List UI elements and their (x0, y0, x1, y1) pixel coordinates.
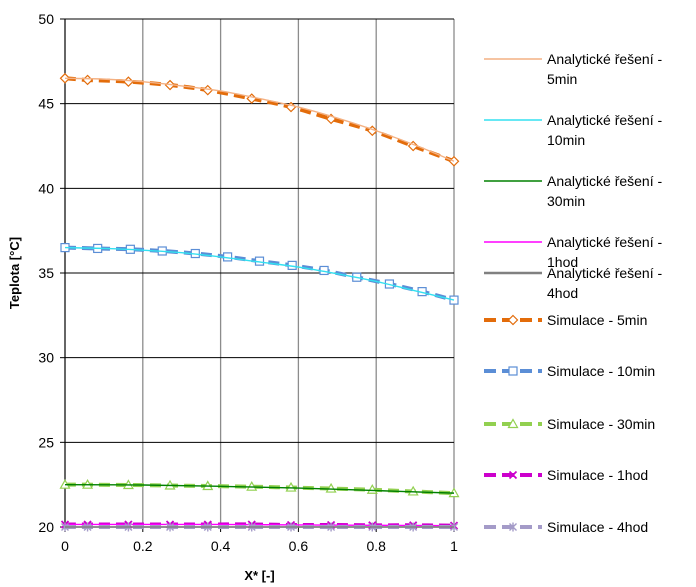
series-simulace-10min (60, 243, 459, 305)
y-tick-label: 50 (38, 11, 54, 27)
data-point (246, 93, 258, 104)
legend-item: Simulace - 30min (484, 416, 655, 432)
legend-label: Simulace - 10min (547, 363, 655, 379)
y-tick-label: 35 (38, 265, 54, 281)
x-tick-label: 0.8 (366, 538, 386, 554)
series-layer (59, 72, 460, 532)
data-point (123, 76, 134, 88)
y-tick-label: 40 (38, 180, 54, 196)
legend-item: Analytické řešení - 4hod (484, 265, 662, 301)
series-analyticke-reseni-5min (64, 77, 455, 162)
series-simulace-5min (59, 72, 460, 167)
y-axis-label: Teplota [°C] (7, 237, 22, 309)
series-analyticke-reseni-1hod (65, 523, 455, 527)
series-line (64, 76, 455, 164)
legend-item: Analytické řešení - 30min (484, 173, 662, 209)
plot-frame (60, 18, 455, 532)
legend-label: 1hod (547, 254, 578, 270)
legend-label: 4hod (547, 285, 578, 301)
series-analyticke-reseni-10min (64, 246, 455, 301)
data-point (246, 480, 258, 491)
legend-item: Simulace - 10min (484, 363, 655, 379)
legend-label: Simulace - 5min (547, 312, 647, 328)
legend-marker (508, 470, 518, 480)
legend-label: Simulace - 30min (547, 416, 655, 432)
legend-marker (507, 418, 519, 429)
legend-marker (507, 314, 519, 326)
x-tick-label: 0.6 (289, 538, 309, 554)
x-tick-label: 0.4 (211, 538, 231, 554)
legend-item: Analytické řešení - 1hod (484, 234, 662, 270)
legend-label: Analytické řešení - (547, 51, 662, 67)
x-axis-label: X* [-] (244, 568, 274, 583)
legend-item: Analytické řešení - 10min (484, 112, 662, 148)
series-line (65, 523, 455, 527)
series-analyticke-reseni-30min (64, 483, 455, 494)
data-point (407, 485, 419, 496)
data-point (325, 482, 337, 493)
y-tick-label: 25 (38, 434, 54, 450)
y-tick-label: 20 (38, 519, 54, 535)
series-simulace-30min (59, 478, 460, 498)
y-tick-label: 30 (38, 350, 54, 366)
legend-item: Simulace - 1hod (484, 467, 648, 483)
grid (65, 18, 455, 527)
data-point (82, 74, 93, 86)
legend-label: Analytické řešení - (547, 265, 662, 281)
legend-item: Analytické řešení - 5min (484, 51, 662, 87)
y-tick-label: 45 (38, 96, 54, 112)
series-line (64, 77, 455, 162)
x-tick-label: 0.2 (133, 538, 153, 554)
legend-label: 30min (547, 193, 585, 209)
legend-item: Simulace - 5min (484, 312, 647, 328)
series-line (64, 245, 455, 303)
tick-labels: 20 25 30 35 40 45 50 0 0.2 0.4 0.6 0.8 1 (38, 11, 458, 554)
data-point (285, 481, 297, 492)
legend-label: 5min (547, 71, 577, 87)
x-tick-label: 0 (61, 538, 69, 554)
data-point (366, 484, 378, 494)
legend-label: Analytické řešení - (547, 173, 662, 189)
marker-stroke (508, 470, 518, 480)
legend-label: 10min (547, 132, 585, 148)
legend-marker (508, 366, 518, 376)
legend-label: Analytické řešení - (547, 112, 662, 128)
legend-marker (509, 522, 517, 532)
data-point (366, 125, 378, 137)
legend-label: Simulace - 1hod (547, 467, 648, 483)
x-tick-label: 1 (450, 538, 458, 554)
series-line (64, 483, 455, 494)
legend-item: Simulace - 4hod (484, 519, 648, 535)
legend-label: Analytické řešení - (547, 234, 662, 250)
legend-label: Simulace - 4hod (547, 519, 648, 535)
series-line (64, 246, 455, 301)
